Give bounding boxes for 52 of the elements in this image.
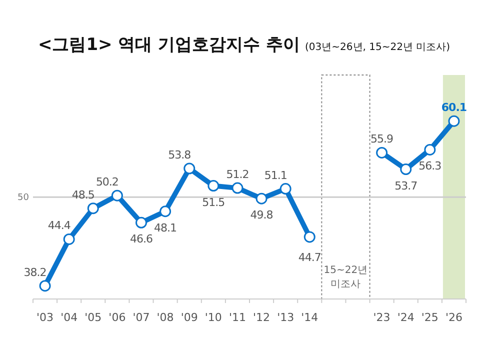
- x-tick-label: '23: [373, 311, 390, 324]
- x-tick-label: '12: [253, 311, 270, 324]
- point: [87, 202, 99, 214]
- data-label: 44.7: [298, 250, 322, 264]
- x-tick-label: '10: [204, 311, 222, 324]
- x-tick-label: '08: [156, 311, 174, 324]
- x-tick-label: '24: [397, 311, 414, 324]
- data-label: 49.8: [250, 208, 274, 222]
- data-label: 50.2: [96, 176, 118, 189]
- data-label: 56.3: [418, 160, 442, 173]
- chart-title: <그림1> 역대 기업호감지수 추이: [38, 35, 300, 55]
- data-label: 38.2: [24, 266, 46, 279]
- x-tick-label: '09: [180, 311, 198, 324]
- data-label: 51.5: [202, 196, 226, 209]
- x-tick-label: '06: [108, 311, 126, 324]
- point: [208, 180, 220, 192]
- data-label: 46.6: [130, 232, 153, 246]
- point: [256, 192, 268, 204]
- point: [184, 162, 196, 174]
- x-tick-label: '11: [228, 311, 246, 324]
- point: [232, 182, 244, 194]
- ref-line-label: 50: [18, 193, 30, 204]
- point: [304, 231, 316, 243]
- data-label: 51.1: [264, 168, 287, 182]
- x-tick-label: '26: [445, 311, 462, 324]
- point: [160, 206, 172, 218]
- point: [136, 216, 147, 228]
- x-tick-label: '03: [36, 311, 54, 324]
- point: [400, 164, 412, 175]
- point: [424, 144, 436, 156]
- point: [63, 233, 75, 245]
- x-tick-label: '07: [132, 311, 150, 324]
- chart-subtitle: (03년~26년, 15~22년 미조사): [305, 42, 450, 53]
- point: [39, 280, 51, 292]
- data-label: 44.4: [48, 219, 71, 232]
- x-tick-label: '13: [277, 311, 294, 324]
- data-label: 60.1: [441, 101, 467, 114]
- point: [280, 183, 292, 195]
- point: [376, 146, 388, 158]
- data-label: 48.5: [72, 188, 95, 202]
- data-label: 55.9: [370, 132, 394, 146]
- x-tick-label: '25: [421, 311, 438, 324]
- data-label: 51.2: [226, 168, 249, 182]
- x-tick-label: '05: [84, 311, 102, 324]
- data-label: 53.7: [394, 179, 418, 192]
- point: [448, 115, 460, 127]
- x-tick-label: '04: [60, 311, 78, 324]
- point: [111, 190, 123, 202]
- data-label: 48.1: [154, 221, 177, 234]
- data-label: 53.8: [168, 148, 192, 162]
- annotation: 15~22년 미조사: [324, 265, 368, 290]
- x-tick-label: '14: [301, 311, 318, 324]
